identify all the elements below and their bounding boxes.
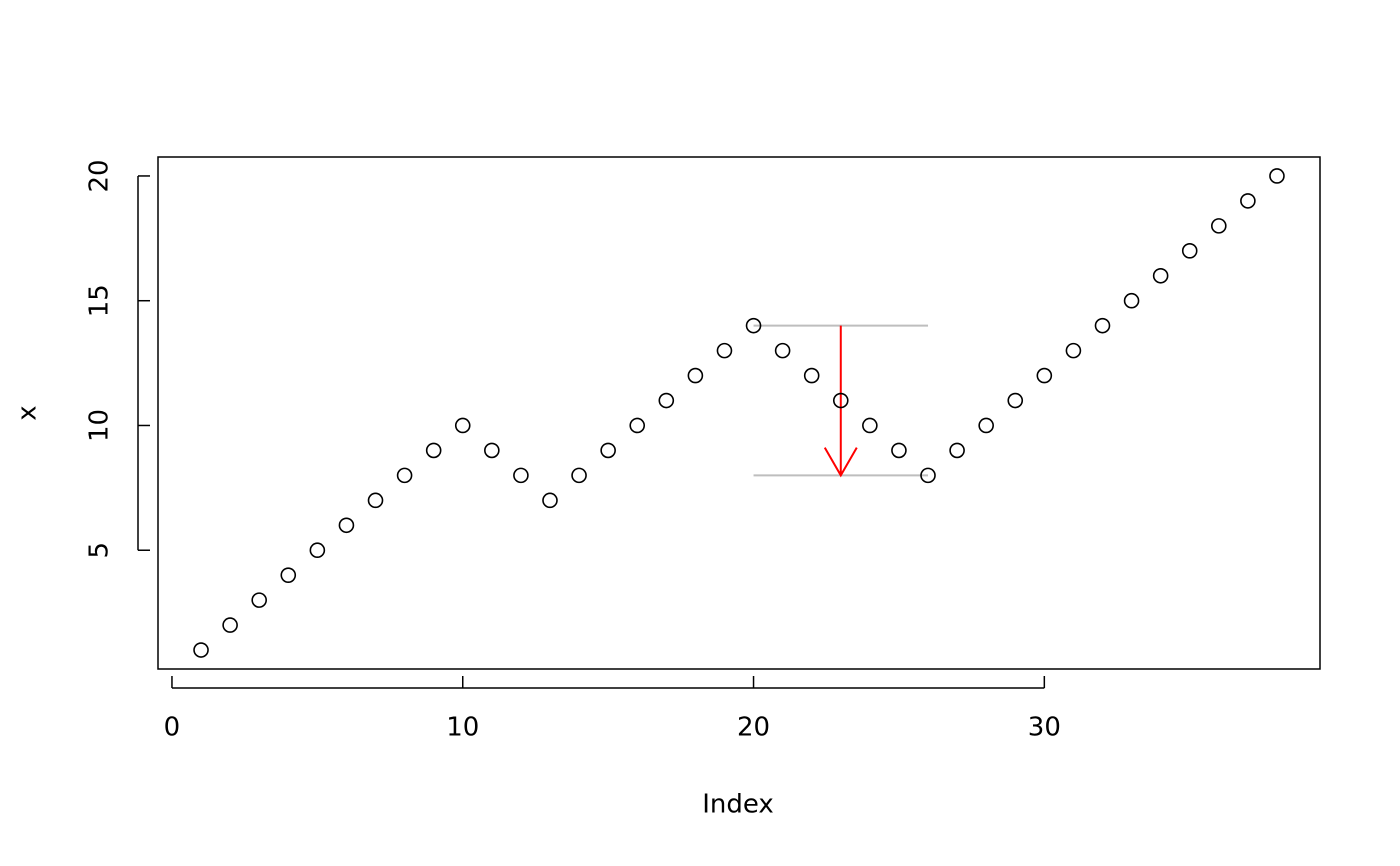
y-tick-label: 20 [85, 159, 115, 192]
point [629, 417, 646, 434]
point [280, 567, 297, 583]
point [309, 542, 326, 559]
point [920, 467, 936, 484]
point [862, 417, 878, 434]
point [600, 442, 616, 459]
x-tick-label: 0 [164, 713, 181, 743]
point [571, 467, 587, 484]
point [774, 342, 791, 359]
point [1211, 218, 1227, 234]
point [1007, 392, 1024, 409]
point [513, 467, 529, 484]
point [425, 442, 442, 459]
point [396, 467, 413, 484]
point [193, 642, 209, 658]
y-tick-label: 10 [85, 409, 115, 442]
x-tick-label: 20 [737, 713, 770, 743]
point [484, 442, 500, 459]
point [338, 517, 355, 534]
point [832, 392, 849, 409]
point [222, 617, 238, 633]
point [1240, 193, 1256, 209]
point [542, 492, 558, 509]
arrow [823, 325, 858, 478]
point [949, 442, 965, 459]
point [687, 367, 704, 384]
y-tick-label: 5 [85, 542, 115, 559]
plot-box [157, 156, 1321, 670]
point [1036, 367, 1053, 384]
x-axis-label: Index [702, 790, 774, 820]
point [1094, 317, 1111, 334]
point [251, 592, 267, 608]
x-tick-label: 30 [1028, 713, 1061, 743]
point [978, 417, 994, 434]
point [1065, 342, 1082, 359]
point [658, 392, 675, 409]
point [367, 492, 384, 509]
x-tick-label: 10 [446, 713, 479, 743]
point [716, 342, 733, 359]
point [1181, 243, 1198, 259]
point [803, 367, 820, 384]
point [745, 317, 762, 334]
point [454, 417, 471, 434]
point [1123, 292, 1140, 309]
y-tick-label: 15 [85, 284, 115, 317]
y-axis-label: x [13, 405, 43, 420]
point [891, 442, 907, 459]
point [1269, 168, 1285, 184]
point [1152, 267, 1169, 284]
